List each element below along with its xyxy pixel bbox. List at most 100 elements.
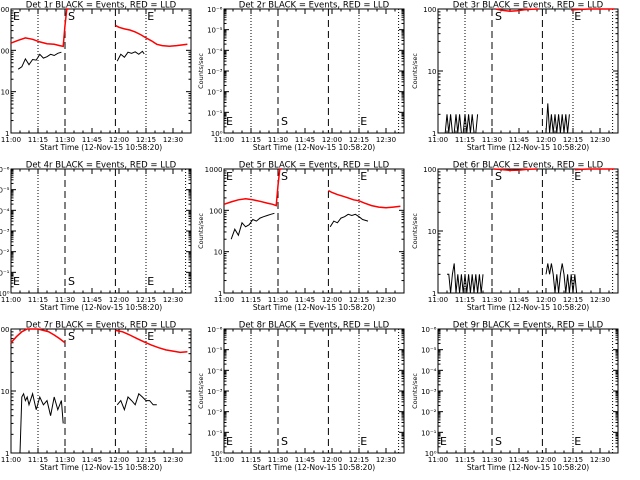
x-tick-label: 11:45: [509, 456, 529, 464]
marker-e: E: [226, 170, 233, 183]
series-events-line: [329, 213, 369, 228]
y-tick-label: 10⁻⁴: [0, 207, 10, 215]
x-tick-label: 11:30: [55, 296, 75, 304]
x-tick-label: 12:15: [136, 456, 156, 464]
panel-6: Det 6r BLACK = Events, RED = LLD 1 10 100 11…: [411, 161, 619, 312]
series-lld-line: [10, 328, 66, 344]
y-tick-label: 10⁻¹: [0, 269, 10, 277]
y-tick-label: 1: [432, 130, 436, 138]
marker-s: S: [281, 435, 288, 448]
x-axis-label: Start Time (12-Nov-15 10:58:20): [40, 143, 162, 152]
y-tick-label: 10: [1, 388, 10, 396]
x-axis-label: Start Time (12-Nov-15 10:58:20): [467, 463, 589, 472]
marker-e: E: [574, 10, 581, 23]
y-tick-label: 10⁻³: [207, 68, 223, 76]
x-tick-label: 11:45: [82, 136, 102, 144]
marker-s: S: [495, 10, 502, 23]
y-tick-label: 10⁻⁵: [421, 347, 437, 355]
y-tick-label: 10⁻⁶: [0, 166, 10, 174]
y-tick-label: 1: [5, 450, 9, 458]
marker-e: E: [147, 10, 154, 23]
y-tick-label: 10⁻⁴: [421, 367, 437, 375]
y-tick-label: 10: [428, 68, 437, 76]
y-tick-label: 10⁻⁶: [207, 6, 223, 14]
x-tick-label: 11:30: [55, 136, 75, 144]
y-tick-label: 1: [218, 290, 222, 298]
y-tick-label: 10⁻²: [207, 89, 223, 97]
y-tick-label: 10⁰: [211, 450, 223, 458]
x-tick-label: 11:00: [428, 456, 448, 464]
x-tick-label: 12:15: [349, 456, 369, 464]
y-axis-label: Counts/sec: [411, 53, 419, 89]
marker-e: E: [360, 115, 367, 128]
x-tick-label: 11:00: [1, 296, 21, 304]
series-lld-line: [10, 8, 69, 48]
x-axis-label: Start Time (12-Nov-15 10:58:20): [253, 303, 375, 312]
series-lld-line: [115, 24, 188, 48]
y-tick-label: 10⁻⁵: [207, 347, 223, 355]
x-axis-label: Start Time (12-Nov-15 10:58:20): [253, 463, 375, 472]
series-events-line: [444, 114, 479, 134]
panel-3: Det 3r BLACK = Events, RED = LLD 1 10 100 11…: [411, 1, 619, 152]
y-tick-label: 10⁻²: [421, 409, 437, 417]
panel-1: Det 1r BLACK = Events, RED = LLD 1 10 100 10…: [0, 1, 192, 152]
x-tick-label: 11:15: [241, 456, 261, 464]
x-tick-label: 11:00: [214, 456, 234, 464]
x-tick-label: 12:15: [136, 136, 156, 144]
y-tick-label: 10⁻⁶: [421, 326, 437, 334]
y-tick-label: 10⁻²: [207, 409, 223, 417]
y-tick-label: 10⁰: [425, 450, 437, 458]
x-tick-label: 11:15: [28, 296, 48, 304]
y-tick-label: 10⁻³: [421, 388, 437, 396]
x-tick-label: 12:30: [376, 136, 396, 144]
marker-s: S: [68, 330, 75, 343]
series-events-line: [116, 50, 145, 62]
y-tick-label: 10⁰: [0, 290, 10, 298]
x-tick-label: 11:00: [428, 296, 448, 304]
x-tick-label: 12:15: [563, 296, 583, 304]
series-lld-line: [115, 329, 188, 354]
y-tick-label: 10⁻³: [207, 388, 223, 396]
x-tick-label: 11:15: [455, 136, 475, 144]
x-tick-label: 12:30: [163, 456, 183, 464]
x-tick-label: 11:45: [509, 296, 529, 304]
x-tick-label: 11:45: [295, 296, 315, 304]
y-tick-label: 10⁻¹: [207, 429, 223, 437]
x-tick-label: 12:00: [109, 456, 129, 464]
y-tick-label: 10: [214, 249, 223, 257]
panel-title: Det 8r BLACK = Events, RED = LLD: [239, 321, 390, 331]
y-tick-label: 100: [209, 207, 222, 215]
x-tick-label: 12:15: [136, 296, 156, 304]
panel-8: Det 8r BLACK = Events, RED = LLD 10⁰ 10⁻¹ 1…: [197, 321, 405, 472]
y-tick-label: 100: [0, 326, 10, 334]
x-tick-label: 12:00: [322, 136, 342, 144]
x-tick-label: 11:00: [214, 296, 234, 304]
y-tick-label: 10⁻¹: [421, 429, 437, 437]
x-tick-label: 11:30: [268, 136, 288, 144]
x-tick-label: 12:30: [376, 296, 396, 304]
x-tick-label: 11:45: [295, 136, 315, 144]
panel-title: Det 3r BLACK = Events, RED = LLD: [453, 1, 604, 11]
marker-e: E: [13, 10, 20, 23]
panel-7: Det 7r BLACK = Events, RED = LLD 1 10 100 11…: [0, 321, 192, 472]
series-lld-line: [493, 168, 538, 172]
x-tick-label: 12:30: [590, 456, 610, 464]
x-tick-label: 12:30: [376, 456, 396, 464]
panel-title: Det 5r BLACK = Events, RED = LLD: [239, 161, 390, 171]
y-tick-label: 1: [432, 290, 436, 298]
x-tick-label: 11:30: [482, 296, 502, 304]
x-tick-label: 12:00: [322, 456, 342, 464]
y-tick-label: 10⁻¹: [207, 109, 223, 117]
y-tick-label: 10⁻⁴: [207, 367, 223, 375]
series-events-line: [545, 263, 578, 294]
series-lld-line: [495, 8, 539, 12]
panel-5: Det 5r BLACK = Events, RED = LLD 1 10 100 10…: [197, 161, 405, 312]
marker-e: E: [360, 170, 367, 183]
series-events-line: [116, 392, 157, 412]
x-tick-label: 12:00: [536, 136, 556, 144]
x-tick-label: 11:15: [241, 136, 261, 144]
x-tick-label: 11:00: [428, 136, 448, 144]
x-tick-label: 12:30: [590, 136, 610, 144]
marker-e: E: [13, 275, 20, 288]
x-tick-label: 11:45: [82, 296, 102, 304]
